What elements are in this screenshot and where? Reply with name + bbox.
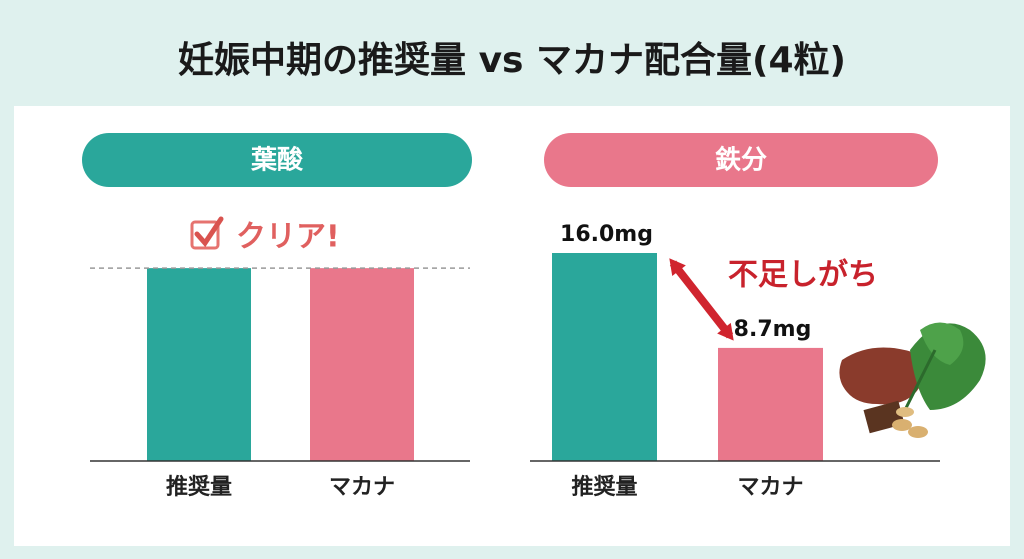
check-mark — [194, 216, 224, 248]
bar — [310, 268, 414, 461]
food-illustration — [839, 322, 986, 438]
annotation: クリア! — [236, 220, 340, 255]
check-box — [190, 220, 220, 250]
value-label: 16.0mg — [560, 222, 653, 247]
bar — [718, 347, 823, 461]
bar — [147, 268, 251, 461]
arrow-head — [669, 258, 686, 277]
x-tick-label: マカナ — [737, 475, 803, 500]
x-tick-label: 推奨量 — [571, 475, 637, 500]
section-title: 葉酸 — [250, 146, 304, 176]
bar — [552, 253, 657, 461]
x-tick-label: マカナ — [329, 475, 395, 500]
arrow-head — [717, 322, 734, 341]
section-header — [544, 133, 938, 187]
section-header — [82, 133, 472, 187]
x-tick-label: 推奨量 — [166, 475, 232, 500]
annotation: 不足しがち — [728, 258, 878, 293]
arrow-shaft — [669, 260, 734, 339]
section-title: 鉄分 — [715, 145, 767, 176]
value-label: 8.7mg — [734, 317, 812, 342]
page-title: 妊娠中期の推奨量 vs マカナ配合量(4粒) — [178, 40, 846, 81]
